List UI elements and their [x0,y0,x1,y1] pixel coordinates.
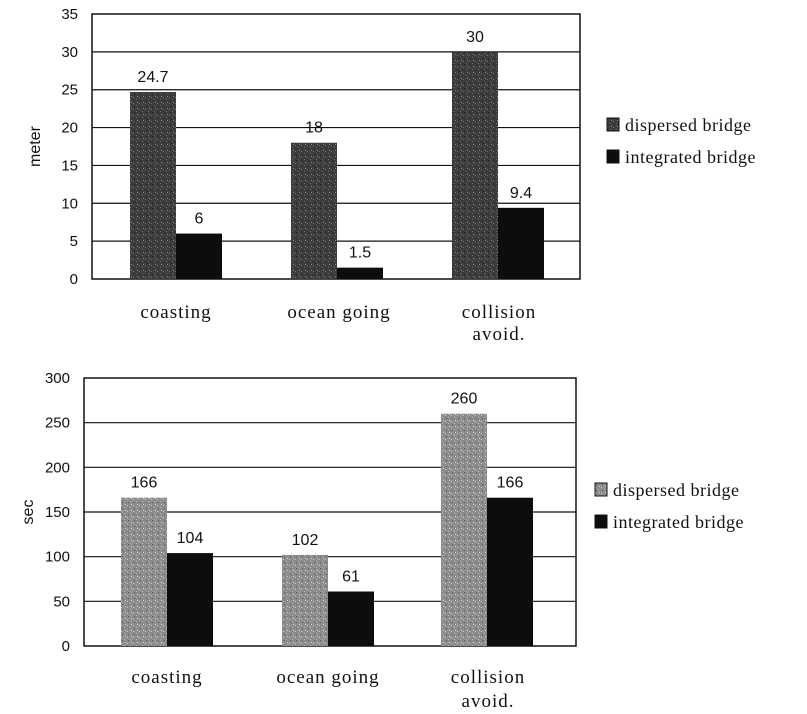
y-tick-label: 20 [61,120,78,137]
legend-label: integrated bridge [625,147,756,167]
x-category-label: collision [462,302,536,323]
data-label: 61 [342,569,360,586]
y-tick-label: 25 [61,82,78,99]
y-tick-label: 0 [62,638,70,655]
data-label: 104 [177,530,204,547]
x-category-label: ocean going [276,667,379,688]
y-tick-label: 200 [45,459,70,476]
y-tick-label: 100 [45,549,70,566]
data-label: 260 [451,391,478,408]
data-label: 102 [292,532,319,549]
bar-integrated-bridge-1 [167,553,213,646]
y-axis-label: sec [20,500,37,525]
x-category-label: avoid. [462,691,515,712]
bar-integrated-bridge-2 [328,591,374,646]
data-label: 6 [195,211,204,228]
bar-integrated-bridge-1 [176,233,222,279]
data-label: 24.7 [137,69,168,86]
y-tick-label: 5 [70,233,78,250]
data-label: 30 [466,29,484,46]
x-category-label: coasting [131,667,202,688]
bar-integrated-bridge-2 [337,267,383,279]
legend-swatch [606,117,620,132]
y-tick-label: 300 [45,370,70,387]
bar-dispersed-bridge-1 [121,497,167,646]
bar-dispersed-bridge-2 [282,554,328,646]
data-label: 166 [131,475,158,492]
bar-integrated-bridge-3 [487,497,533,646]
x-category-label: avoid. [473,324,526,345]
data-label: 9.4 [510,185,532,202]
legend-swatch [606,149,620,164]
y-tick-label: 35 [61,6,78,23]
bar-dispersed-bridge-3 [441,413,487,646]
data-label: 1.5 [349,245,371,262]
legend-swatch [594,482,608,497]
bar-integrated-bridge-3 [498,207,544,279]
data-label: 166 [497,475,524,492]
legend-label: integrated bridge [613,512,744,532]
chart-1: 0 5 10 15 20 25 30 35 meter 24.7 18 30 6 1.5 9.4 coasti… [27,6,756,345]
x-category-label: collision [451,667,525,688]
legend-label: dispersed bridge [625,115,751,135]
y-tick-label: 250 [45,415,70,432]
chart-2: 0 50 100 150 200 250 300 sec 166 102 260 104 61 166 co… [20,370,744,712]
y-tick-label: 10 [61,195,78,212]
bar-dispersed-bridge-1 [130,91,176,279]
y-tick-label: 15 [61,157,78,174]
bar-dispersed-bridge-2 [291,142,337,279]
y-tick-label: 50 [53,593,70,610]
y-tick-label: 150 [45,504,70,521]
bar-dispersed-bridge-3 [452,51,498,279]
data-label: 18 [305,120,323,137]
x-category-label: coasting [140,302,211,323]
legend-swatch [594,514,608,529]
x-category-label: ocean going [287,302,390,323]
y-tick-label: 0 [70,271,78,288]
y-axis-label: meter [27,125,44,167]
legend-label: dispersed bridge [613,480,739,500]
y-tick-label: 30 [61,44,78,61]
